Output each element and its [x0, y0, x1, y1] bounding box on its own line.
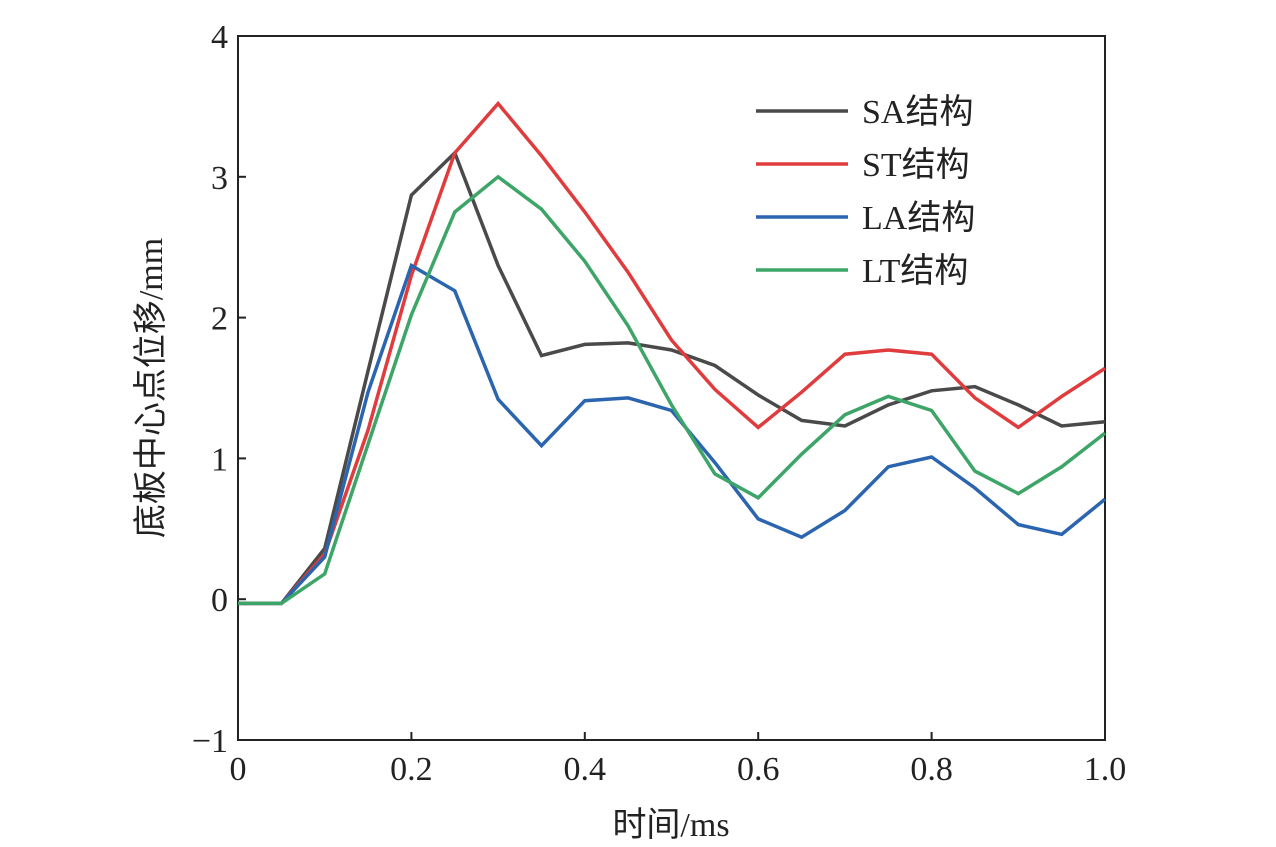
- legend-label: LT结构: [862, 252, 968, 290]
- x-axis-ticks: 0 0.2 0.4 0.6 0.8 1.0: [230, 732, 1127, 788]
- x-tick-label: 0.2: [390, 751, 433, 788]
- y-tick-label: −1: [192, 723, 228, 760]
- x-tick-label: 0.6: [737, 751, 780, 788]
- y-tick-label: 4: [211, 19, 228, 56]
- series-line-1: [238, 149, 1106, 606]
- legend-label: ST结构: [862, 146, 970, 184]
- y-tick-label: 1: [211, 441, 228, 478]
- x-tick-label: 0.4: [564, 751, 607, 788]
- plot-frame: [237, 35, 1106, 741]
- x-axis-title: 时间/ms: [612, 807, 729, 844]
- series-line-2: [238, 100, 1106, 606]
- series-line-4: [238, 174, 1107, 606]
- y-tick-label: 3: [211, 160, 228, 197]
- x-tick-label: 0.8: [910, 751, 953, 788]
- x-tick-label: 1.0: [1084, 751, 1127, 788]
- y-axis-ticks: −1 0 1 2 3 4: [192, 19, 246, 760]
- series-line-3: [238, 262, 1107, 606]
- series-lines: [238, 100, 1107, 606]
- y-axis-title: 底板中心点位移/mm: [132, 238, 170, 538]
- y-tick-label: 2: [211, 301, 228, 338]
- legend: SA结构 ST结构 LA结构 LT结构: [756, 93, 975, 290]
- legend-label: SA结构: [862, 93, 973, 131]
- legend-label: LA结构: [862, 199, 975, 237]
- y-tick-label: 0: [211, 582, 228, 619]
- x-tick-label: 0: [230, 751, 247, 788]
